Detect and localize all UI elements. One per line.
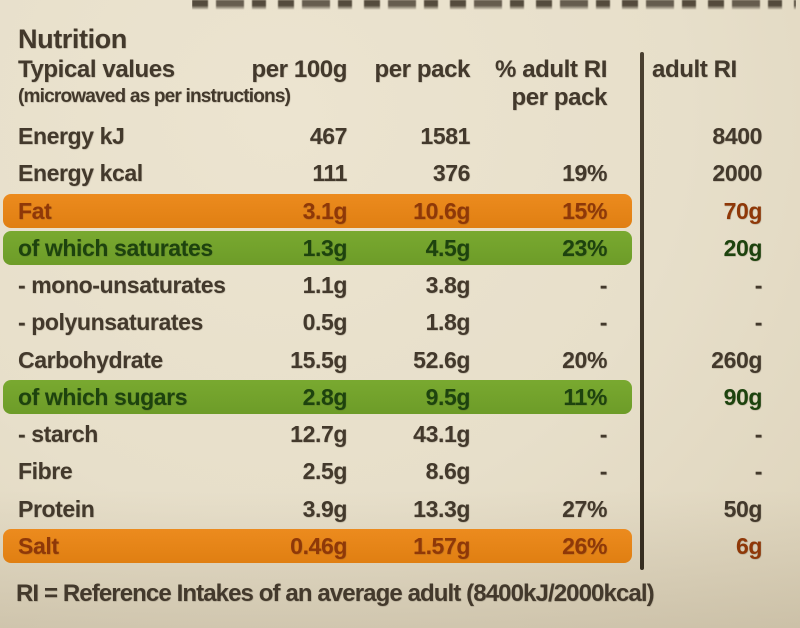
cell-per-100g-value: 15.5g [290, 346, 347, 373]
cell-nutrient-label: - polyunsaturates [18, 309, 203, 336]
cell-percent-adult-ri: 27% [562, 495, 607, 522]
row-highlight-bar [3, 230, 632, 265]
header-adult-ri: adult RI [652, 56, 737, 83]
cell-percent-adult-ri: - [599, 458, 608, 485]
table-row: Energy kJ 467 1581 8400 [0, 118, 800, 155]
cell-adult-ri-value: 50g [723, 495, 763, 522]
cell-nutrient-label: of which saturates [18, 234, 213, 261]
cell-percent-adult-ri: - [599, 421, 608, 447]
row-highlight-bar [3, 528, 632, 563]
cell-adult-ri-value: 260g [711, 346, 762, 373]
cell-percent-adult-ri: 20% [562, 346, 607, 373]
cell-per-pack-value: 1581 [420, 123, 470, 149]
cell-adult-ri-value: 70g [723, 197, 763, 224]
cell-nutrient-label: - mono-unsaturates [18, 272, 226, 298]
cell-nutrient-label: Carbohydrate [18, 346, 163, 373]
cell-nutrient-label: Salt [18, 532, 59, 559]
header-per-pack-subline: per pack [511, 84, 607, 111]
cell-adult-ri-value: 2000 [712, 160, 762, 187]
cell-per-100g-value: 12.7g [290, 421, 347, 447]
cell-nutrient-label: of which sugars [18, 383, 188, 410]
table-row: Fibre 2.5g 8.6g - - [0, 453, 800, 490]
cell-per-pack-value: 1.57g [413, 532, 470, 559]
cell-percent-adult-ri: 15% [562, 197, 607, 224]
table-header-row: Typical values per 100g per pack % adult… [0, 56, 800, 86]
cell-per-pack-value: 8.6g [425, 458, 471, 485]
cell-per-pack-value: 13.3g [413, 495, 470, 522]
cell-percent-adult-ri: - [599, 309, 608, 336]
cell-per-pack-value: 376 [432, 160, 471, 187]
cell-nutrient-label: Protein [18, 495, 95, 522]
cell-adult-ri-value: 90g [723, 383, 763, 410]
cell-per-100g-value: 0.46g [290, 532, 347, 559]
cell-adult-ri-value: - [754, 309, 763, 336]
cell-per-100g-value: 2.8g [302, 383, 348, 410]
table-row: - polyunsaturates 0.5g 1.8g - - [0, 304, 800, 341]
cell-nutrient-label: - starch [18, 421, 98, 447]
row-highlight-bar [3, 193, 632, 228]
cell-adult-ri-value: 6g [735, 532, 762, 559]
table-body: Energy kJ 467 1581 8400 Energy kcal 111 … [0, 118, 800, 565]
table-row: Energy kcal 111 376 19% 2000 [0, 155, 800, 192]
cell-nutrient-label: Fat [18, 197, 52, 224]
reference-intake-footnote: RI = Reference Intakes of an average adu… [16, 580, 655, 607]
table-row: of which sugars 2.8g 9.5g 11% 90g [0, 379, 800, 416]
cell-nutrient-label: Energy kJ [18, 123, 125, 149]
table-row: Salt 0.46g 1.57g 26% 6g [0, 528, 800, 565]
table-row: of which saturates 1.3g 4.5g 23% 20g [0, 230, 800, 267]
cell-adult-ri-value: - [754, 458, 763, 485]
cell-per-pack-value: 3.8g [425, 272, 471, 298]
page-title: Nutrition [18, 24, 127, 54]
cell-per-pack-value: 10.6g [413, 197, 470, 224]
cell-per-pack-value: 43.1g [413, 421, 470, 447]
cell-percent-adult-ri: 11% [563, 383, 607, 410]
cell-per-100g-value: 467 [309, 123, 348, 149]
cell-per-pack-value: 52.6g [413, 346, 470, 373]
cell-percent-adult-ri: 26% [562, 532, 607, 559]
table-row: Carbohydrate 15.5g 52.6g 20% 260g [0, 342, 800, 379]
header-per-pack: per pack [374, 56, 470, 83]
cell-per-100g-value: 0.5g [302, 309, 348, 336]
header-typical-values: Typical values [18, 56, 175, 83]
cell-per-100g-value: 1.3g [302, 234, 348, 261]
row-highlight-bar [3, 379, 632, 414]
cell-adult-ri-value: 8400 [712, 123, 762, 149]
cell-percent-adult-ri: - [599, 272, 608, 298]
cropped-text-strip [192, 0, 796, 10]
cell-per-pack-value: 4.5g [425, 234, 471, 261]
table-row: Fat 3.1g 10.6g 15% 70g [0, 193, 800, 230]
header-percent-adult-ri: % adult RI [494, 56, 607, 83]
cell-per-100g-value: 111 [312, 160, 347, 187]
table-row: Protein 3.9g 13.3g 27% 50g [0, 491, 800, 528]
table-row: - starch 12.7g 43.1g - - [0, 416, 800, 453]
header-per-100g: per 100g [251, 56, 347, 83]
cell-per-100g-value: 2.5g [302, 458, 348, 485]
cell-nutrient-label: Energy kcal [18, 160, 143, 187]
cell-adult-ri-value: - [754, 421, 763, 447]
table-header-subrow: (microwaved as per instructions) per pac… [0, 84, 800, 111]
cell-adult-ri-value: 20g [723, 234, 763, 261]
table-row: - mono-unsaturates 1.1g 3.8g - - [0, 267, 800, 304]
header-microwaved-note: (microwaved as per instructions) [18, 86, 291, 107]
cell-adult-ri-value: - [754, 272, 763, 298]
cell-per-100g-value: 1.1g [302, 272, 348, 298]
cell-percent-adult-ri: 19% [562, 160, 607, 187]
column-divider-line [640, 52, 644, 570]
cell-per-100g-value: 3.1g [302, 197, 348, 224]
cell-percent-adult-ri: 23% [562, 234, 607, 261]
cell-per-pack-value: 1.8g [425, 309, 471, 336]
cell-per-pack-value: 9.5g [425, 383, 471, 410]
cell-per-100g-value: 3.9g [302, 495, 348, 522]
cell-nutrient-label: Fibre [18, 458, 73, 485]
